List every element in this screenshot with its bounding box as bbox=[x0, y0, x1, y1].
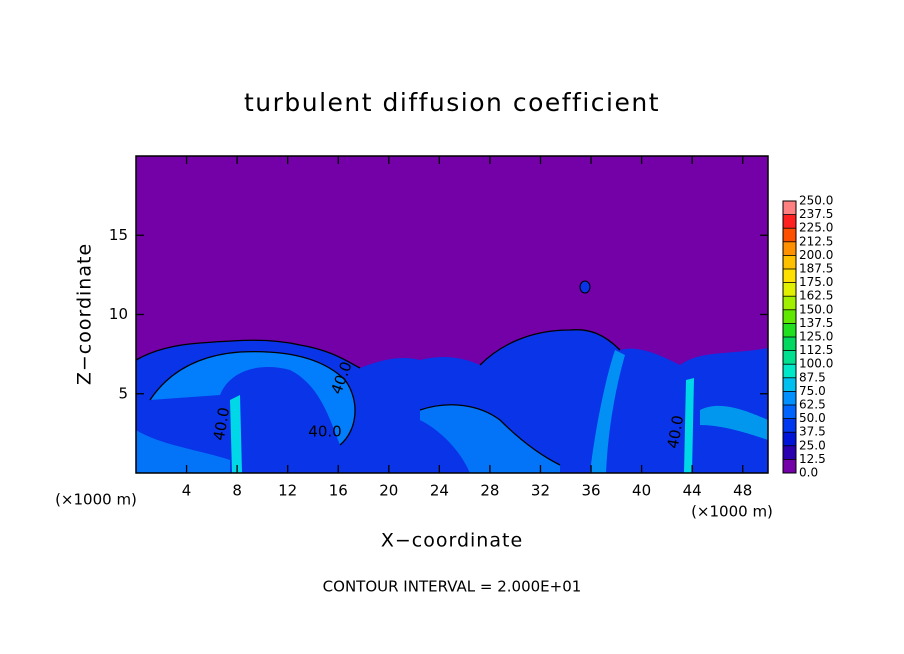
colorbar-swatch bbox=[783, 214, 796, 229]
x-tick-label: 32 bbox=[531, 482, 550, 500]
eddy bbox=[579, 280, 591, 294]
chart-title: turbulent diffusion coefficient bbox=[244, 88, 660, 117]
colorbar-label: 12.5 bbox=[799, 452, 826, 466]
colorbar-label: 62.5 bbox=[799, 398, 826, 412]
colorbar-label: 75.0 bbox=[799, 384, 826, 398]
colorbar-label: 125.0 bbox=[799, 330, 833, 344]
x-tick-label: 44 bbox=[683, 482, 702, 500]
colorbar-swatch bbox=[783, 364, 796, 378]
plume bbox=[590, 350, 625, 473]
colorbar-label: 137.5 bbox=[799, 316, 833, 330]
y-tick-label: 10 bbox=[109, 305, 128, 323]
colorbar-swatch bbox=[783, 269, 796, 283]
plume bbox=[230, 395, 242, 473]
colorbar-swatch bbox=[783, 201, 796, 215]
colorbar-label: 162.5 bbox=[799, 289, 833, 303]
colorbar-label: 175.0 bbox=[799, 275, 833, 289]
colorbar-swatch bbox=[783, 296, 796, 310]
colorbar-label: 37.5 bbox=[799, 425, 826, 439]
footer-note: CONTOUR INTERVAL = 2.000E+01 bbox=[323, 578, 582, 596]
contour-line bbox=[135, 329, 621, 466]
colorbar-swatch bbox=[783, 432, 796, 446]
contour-label: 40.0 bbox=[308, 423, 341, 441]
x-tick-label: 12 bbox=[278, 482, 297, 500]
x-tick-label: 4 bbox=[182, 482, 192, 500]
x-tick-label: 40 bbox=[632, 482, 651, 500]
y-tick-label: 15 bbox=[109, 226, 128, 244]
colorbar-swatch bbox=[783, 350, 796, 365]
colorbar-swatch bbox=[783, 391, 796, 405]
colorbar-swatch bbox=[783, 323, 796, 337]
y-unit: (×1000 m) bbox=[55, 491, 137, 509]
colorbar-label: 100.0 bbox=[799, 357, 833, 371]
eddy bbox=[150, 351, 356, 445]
colorbar-label: 250.0 bbox=[799, 194, 833, 208]
colorbar-label: 87.5 bbox=[799, 370, 826, 384]
colorbar-swatch bbox=[783, 241, 796, 256]
colorbar-swatch bbox=[783, 228, 796, 242]
x-tick-label: 28 bbox=[480, 482, 499, 500]
contour-label: 40.0 bbox=[210, 406, 234, 442]
colorbar-swatch bbox=[783, 405, 796, 419]
colorbar-label: 150.0 bbox=[799, 302, 833, 316]
eddy bbox=[700, 405, 768, 440]
colorbar-label: 212.5 bbox=[799, 234, 833, 248]
field bbox=[135, 156, 768, 473]
y-axis-label: Z−coordinate bbox=[74, 243, 96, 385]
colorbar-swatch bbox=[783, 309, 796, 324]
x-axis-label: X−coordinate bbox=[381, 530, 523, 552]
y-tick-label: 5 bbox=[118, 384, 128, 402]
colorbar-swatch bbox=[783, 459, 796, 473]
colorbar-swatch bbox=[783, 282, 796, 297]
colorbar-label: 187.5 bbox=[799, 262, 833, 276]
colorbar-label: 225.0 bbox=[799, 221, 833, 235]
x-tick-label: 48 bbox=[733, 482, 752, 500]
x-tick-label: 16 bbox=[329, 482, 348, 500]
colorbar-swatch bbox=[783, 418, 796, 433]
colorbar-swatch bbox=[783, 445, 796, 460]
colorbar-label: 200.0 bbox=[799, 248, 833, 262]
colorbar-swatch bbox=[783, 255, 796, 269]
x-tick-label: 8 bbox=[232, 482, 242, 500]
x-unit: (×1000 m) bbox=[691, 503, 773, 521]
colorbar-label: 25.0 bbox=[799, 438, 826, 452]
colorbar-swatch bbox=[783, 377, 796, 392]
x-tick-label: 20 bbox=[379, 482, 398, 500]
colorbar-label: 112.5 bbox=[799, 343, 833, 357]
eddy bbox=[420, 404, 560, 473]
colorbar-label: 50.0 bbox=[799, 411, 826, 425]
plume bbox=[684, 378, 694, 473]
contour-label: 40.0 bbox=[664, 414, 688, 450]
colorbar-swatch bbox=[783, 337, 796, 351]
x-tick-label: 36 bbox=[581, 482, 600, 500]
colorbar-label: 237.5 bbox=[799, 207, 833, 221]
eddy bbox=[136, 430, 230, 473]
colorbar-label: 0.0 bbox=[799, 466, 818, 480]
x-tick-label: 24 bbox=[430, 482, 449, 500]
